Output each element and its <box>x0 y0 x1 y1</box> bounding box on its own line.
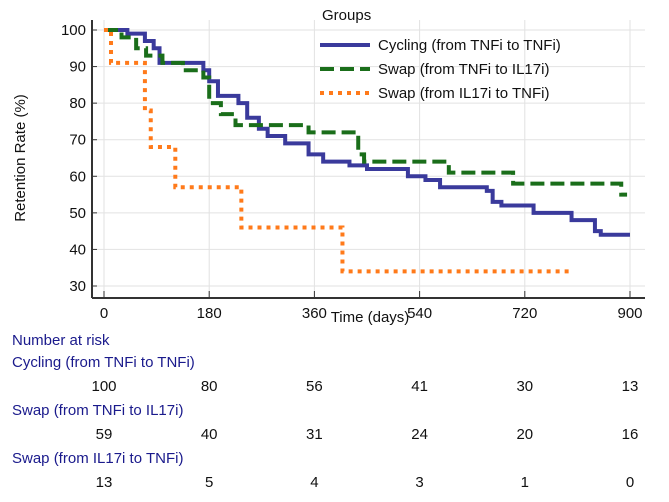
risk-value: 56 <box>306 378 323 395</box>
series-line-1 <box>104 28 630 237</box>
y-tick-label: 90 <box>69 59 86 76</box>
risk-value: 31 <box>306 426 323 443</box>
legend-label: Cycling (from TNFi to TNFi) <box>378 37 561 54</box>
y-tick-label: 70 <box>69 132 86 149</box>
x-tick-label: 360 <box>302 305 327 322</box>
series-line-3 <box>104 28 572 274</box>
y-tick-label: 30 <box>69 278 86 295</box>
x-axis-label: Time (days) <box>331 309 410 326</box>
risk-row-label: Cycling (from TNFi to TNFi) <box>12 354 195 371</box>
risk-value: 16 <box>621 426 639 443</box>
legend-label: Swap (from IL17i to TNFi) <box>378 85 549 102</box>
x-tick-label: 540 <box>407 305 432 322</box>
risk-row-label: Swap (from TNFi to IL17i) <box>12 402 184 419</box>
x-tick-label: 900 <box>617 305 642 322</box>
risk-value: 13 <box>621 378 639 395</box>
x-tick-label: 0 <box>100 305 108 322</box>
legend-label: Swap (from TNFi to IL17i) <box>378 61 549 78</box>
y-axis-label: Retention Rate (%) <box>12 94 29 222</box>
risk-value: 1 <box>520 474 529 491</box>
risk-value: 59 <box>95 426 113 443</box>
x-tick-label: 180 <box>197 305 222 322</box>
series-line-2 <box>104 28 628 197</box>
risk-value: 3 <box>415 474 424 491</box>
y-tick-label: 100 <box>61 22 86 39</box>
risk-value: 20 <box>516 426 534 443</box>
risk-value: 30 <box>516 378 534 395</box>
risk-value: 24 <box>411 426 428 443</box>
risk-value: 100 <box>91 378 117 395</box>
risk-value: 5 <box>205 474 214 491</box>
y-tick-label: 40 <box>69 241 86 258</box>
risk-value: 13 <box>95 474 113 491</box>
y-tick-label: 80 <box>69 95 86 112</box>
risk-value: 40 <box>200 426 218 443</box>
risk-table-title: Number at risk <box>12 332 110 349</box>
risk-value: 41 <box>411 378 428 395</box>
risk-value: 4 <box>310 474 319 491</box>
x-tick-label: 720 <box>512 305 537 322</box>
legend-title: Groups <box>322 7 371 24</box>
plot-area: 30 40 50 60 70 80 90 100 0 180 360 540 720 900 Time (d… <box>12 7 645 326</box>
risk-row-label: Swap (from IL17i to TNFi) <box>12 450 184 467</box>
risk-value: 0 <box>625 474 635 491</box>
y-tick-label: 50 <box>69 205 86 222</box>
risk-value: 80 <box>200 378 218 395</box>
y-tick-label: 60 <box>69 168 86 185</box>
